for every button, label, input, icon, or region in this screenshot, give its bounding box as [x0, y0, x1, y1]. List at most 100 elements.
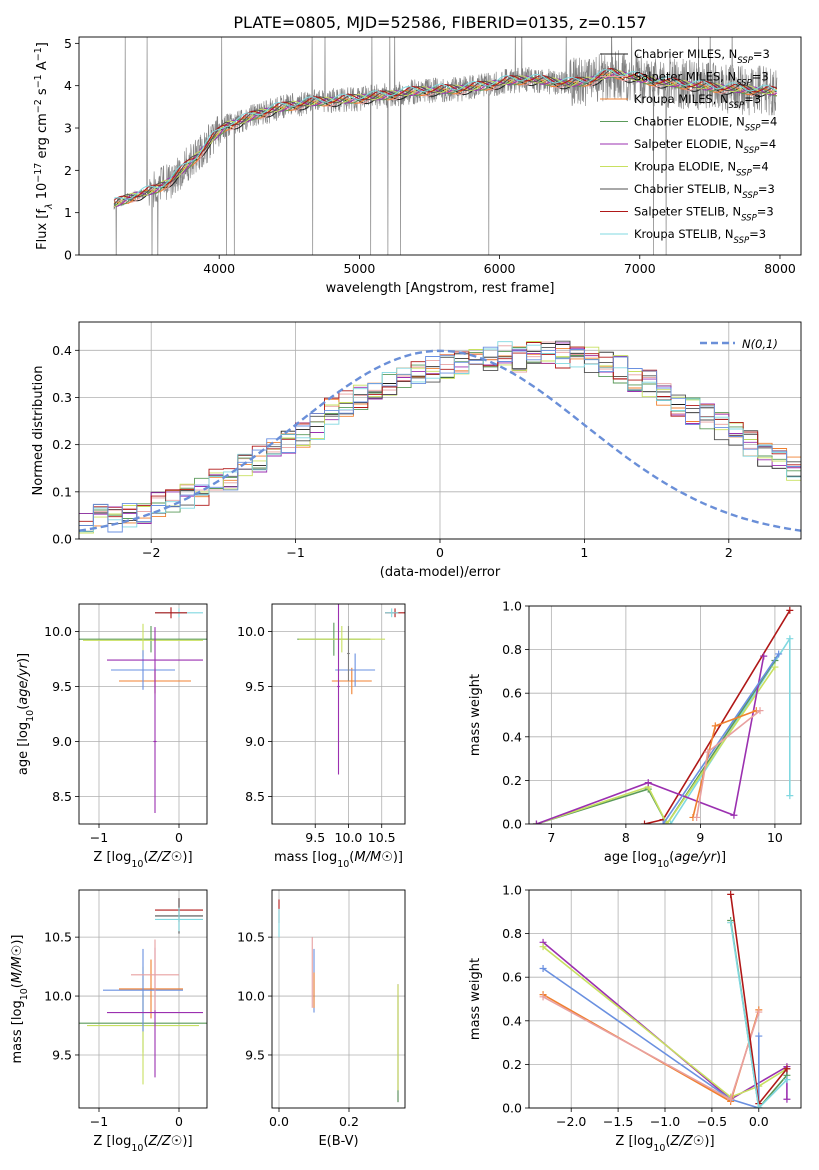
axis-ticks: 4000 5000 6000 7000 8000 0 1 2 3 4 5 — [64, 36, 796, 276]
y-tick-label: 0.4 — [52, 343, 72, 358]
gaussian-legend: N(0,1) — [700, 337, 778, 351]
y-tick-label: 10.5 — [237, 930, 265, 945]
y-tick-label: 9.0 — [52, 734, 72, 749]
x-tick-label: −1 — [90, 1114, 108, 1129]
y-tick-label: 0.1 — [52, 484, 72, 499]
weight-series-line — [542, 946, 788, 1099]
weight-point-marker — [755, 1008, 763, 1016]
y-tick-label: 8.5 — [245, 789, 265, 804]
residual-histogram-panel: −2 −1 0 1 2 0.0 0.1 0.2 0.3 0.4 (data-model)/error… — [31, 321, 802, 580]
axis-ticks: 0.0 0.2 9.5 10.0 10.5 — [237, 930, 359, 1129]
axis-ticks: −1 0 9.5 10.0 10.5 — [44, 930, 183, 1129]
plot-area — [278, 899, 399, 1103]
y-tick-label: 1 — [64, 205, 72, 220]
weight-point-marker — [727, 1095, 735, 1103]
weight-point-marker — [727, 890, 735, 898]
weight-vs-metallicity-panel: −2.0 −1.5 −1.0 −0.5 0.0 0.0 0.2 0.4 0.6 0.8 1.0 Z [… — [468, 883, 802, 1154]
weight-point-marker — [760, 652, 768, 660]
x-tick-label: −2 — [142, 545, 160, 560]
y-axis-label: Flux [fλ 10−17 erg cm−2 s−1 A−1] — [33, 42, 55, 250]
axes-frame — [78, 321, 802, 540]
x-tick-label: 0 — [175, 830, 183, 845]
y-tick-label: 10.5 — [44, 930, 72, 945]
x-tick-label: 10.0 — [335, 830, 363, 845]
y-tick-label: 10.0 — [237, 624, 265, 639]
model-spectrum-line — [113, 68, 778, 201]
x-tick-label: 5000 — [343, 261, 375, 276]
x-tick-label: 8 — [622, 830, 630, 845]
y-tick-label: 9.5 — [52, 679, 72, 694]
y-tick-label: 0.2 — [502, 773, 522, 788]
x-axis-label: E(B-V) — [318, 1134, 358, 1149]
x-tick-label: −0.5 — [697, 1114, 727, 1129]
weight-point-marker — [786, 606, 794, 614]
plot-area — [297, 604, 405, 775]
y-tick-label: 8.5 — [52, 789, 72, 804]
x-axis-label: Z [log10(Z/Z☉)] — [93, 850, 192, 870]
x-tick-label: 2 — [725, 545, 733, 560]
gaussian-curve — [79, 349, 801, 532]
plot-area — [532, 606, 794, 824]
y-tick-label: 0.2 — [502, 1057, 522, 1072]
weight-point-marker — [659, 820, 667, 824]
x-tick-label: 1 — [580, 545, 588, 560]
x-tick-label: 7000 — [624, 261, 656, 276]
y-tick-label: 0 — [64, 248, 72, 263]
y-axis-label: mass weight — [468, 674, 483, 756]
x-tick-label: 0.0 — [749, 1114, 769, 1129]
histogram-step-line — [79, 346, 801, 533]
axes-frame — [528, 889, 802, 1109]
age-vs-mass-panel: 9.5 10.0 10.5 8.5 9.0 9.5 10.0 mass [log10(M/M☉… — [237, 603, 406, 870]
weight-point-marker — [783, 1065, 791, 1073]
y-tick-label: 9.5 — [245, 1047, 265, 1062]
weight-point-marker — [641, 820, 649, 824]
x-axis-label: (data-model)/error — [380, 565, 501, 580]
plot-area — [79, 340, 801, 534]
x-tick-label: 0.0 — [269, 1114, 289, 1129]
legend-label: N(0,1) — [742, 337, 778, 351]
weight-point-marker — [727, 919, 735, 927]
y-tick-label: 0.0 — [502, 1101, 522, 1116]
x-tick-label: 0.2 — [339, 1114, 359, 1129]
y-tick-label: 0.3 — [52, 390, 72, 405]
x-tick-label: 8000 — [764, 261, 796, 276]
x-axis-label: wavelength [Angstrom, rest frame] — [326, 281, 555, 296]
y-tick-label: 9.5 — [245, 679, 265, 694]
model-spectrum-line — [113, 69, 778, 200]
x-tick-label: 10 — [767, 830, 783, 845]
x-tick-label: 7 — [547, 830, 555, 845]
x-tick-label: 9.5 — [305, 830, 325, 845]
x-axis-label: Z [log10(Z/Z☉)] — [615, 1134, 714, 1154]
weight-point-marker — [783, 1095, 791, 1103]
weight-series-line — [536, 655, 765, 824]
model-spectrum-line — [113, 72, 778, 204]
x-axis-label: Z [log10(Z/Z☉)] — [93, 1134, 192, 1154]
weight-point-marker — [775, 650, 783, 658]
x-axis-label: mass [log10(M/M☉)] — [274, 850, 403, 870]
x-tick-label: −1.5 — [603, 1114, 633, 1129]
x-axis-label: age [log10(age/yr)] — [604, 850, 726, 870]
weight-point-marker — [711, 722, 719, 730]
weight-point-marker — [771, 663, 779, 671]
y-tick-label: 1.0 — [502, 599, 522, 614]
y-tick-label: 0.8 — [502, 642, 522, 657]
weight-point-marker — [644, 779, 652, 787]
y-tick-label: 10.0 — [44, 624, 72, 639]
weight-vs-age-panel: 7 8 9 10 0.0 0.2 0.4 0.6 0.8 1.0 age [log10(age/yr… — [468, 599, 802, 870]
weight-point-marker — [539, 993, 547, 1001]
spectrum-panel: 4000 5000 6000 7000 8000 0 1 2 3 4 5 wavelength [An… — [33, 36, 802, 296]
y-tick-label: 0.6 — [502, 686, 522, 701]
x-tick-label: −2.0 — [556, 1114, 586, 1129]
weight-point-marker — [663, 820, 671, 824]
y-tick-label: 0.4 — [502, 1013, 522, 1028]
weight-point-marker — [532, 820, 540, 824]
x-tick-label: −1 — [286, 545, 304, 560]
weight-point-marker — [783, 1076, 791, 1084]
y-tick-label: 5 — [64, 36, 72, 51]
axes-frame — [78, 603, 208, 825]
y-tick-label: 0.0 — [52, 532, 72, 547]
model-spectrum-line — [113, 69, 778, 208]
x-tick-label: −1 — [90, 830, 108, 845]
